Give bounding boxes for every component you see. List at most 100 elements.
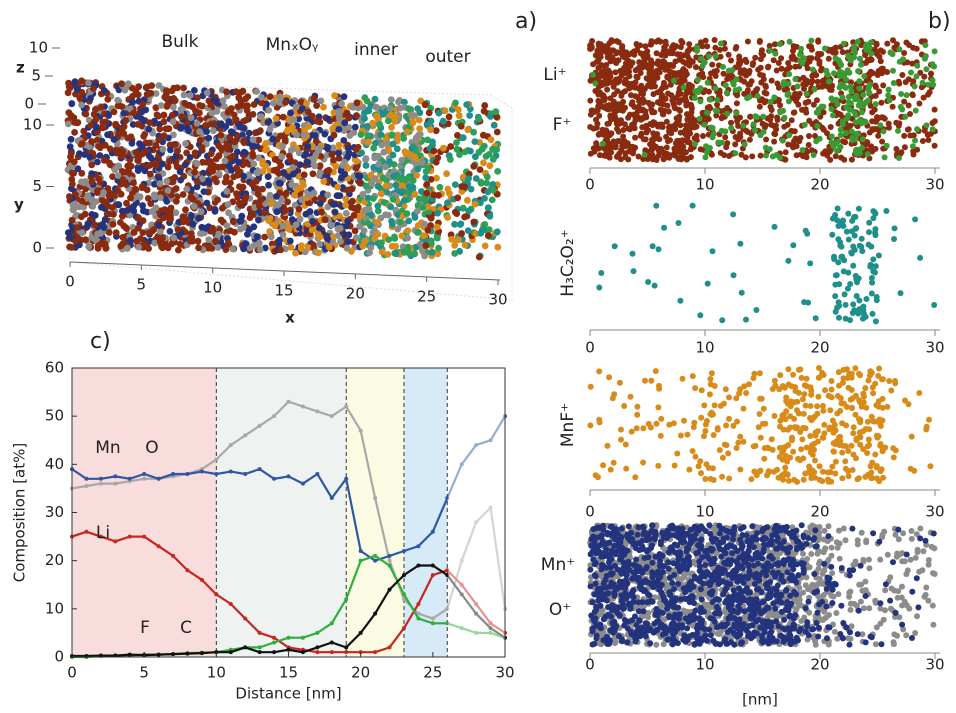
ion-dot	[698, 146, 704, 152]
atom-dot	[405, 218, 412, 225]
atom-dot	[190, 221, 197, 228]
ion-dot	[861, 73, 867, 79]
ion-dot	[770, 386, 776, 392]
ion-dot	[632, 135, 638, 141]
atom-dot	[198, 208, 205, 215]
ion-dot	[833, 97, 839, 103]
ion-dot	[868, 51, 874, 57]
atom-dot	[287, 238, 294, 245]
ion-dot	[829, 464, 835, 470]
ion-dot	[763, 137, 769, 143]
atom-dot	[104, 131, 111, 138]
atom-dot	[464, 197, 471, 204]
atom-dot	[124, 207, 131, 214]
ion-dot	[849, 387, 855, 393]
ion-dot	[836, 383, 842, 389]
ion-dot	[724, 140, 730, 146]
ion-dot	[728, 125, 734, 131]
ion-dot	[839, 94, 845, 100]
atom-dot	[196, 110, 203, 117]
ion-dot	[688, 119, 694, 125]
atom-dot	[410, 119, 417, 126]
atom-dot	[163, 125, 170, 132]
ion-dot	[678, 433, 684, 439]
ion-dot	[680, 40, 686, 46]
ion-dot	[772, 224, 778, 230]
ion-dot	[831, 254, 837, 260]
ion-dot	[778, 55, 784, 61]
atom-dot	[250, 161, 257, 168]
atom-dot	[491, 122, 498, 129]
ion-dot	[674, 95, 680, 101]
atom-dot	[134, 215, 141, 222]
ion-dot	[745, 39, 751, 45]
atom-dot	[74, 224, 81, 231]
ion-dot	[656, 246, 662, 252]
ion-dot	[592, 81, 598, 87]
atom-dot	[169, 112, 176, 119]
ion-dot	[674, 115, 680, 121]
atom-dot	[120, 234, 127, 241]
ion-dot	[709, 62, 715, 68]
ion-dot	[840, 49, 846, 55]
atom-dot	[404, 128, 411, 135]
atom-dot	[262, 147, 269, 154]
atom-dot	[145, 245, 152, 252]
ion-dot	[866, 378, 872, 384]
ion-dot	[848, 250, 854, 256]
ion-dot	[924, 122, 930, 128]
ion-dot	[710, 125, 716, 131]
atom-dot	[240, 184, 247, 191]
ion-dot	[783, 149, 789, 155]
ion-dot	[703, 38, 709, 44]
atom-dot	[324, 192, 331, 199]
atom-dot	[385, 251, 392, 258]
ion-dot	[748, 476, 754, 482]
ion-dot	[681, 418, 687, 424]
atom-dot	[355, 172, 362, 179]
ion-dot	[879, 66, 885, 72]
ion-dot	[640, 115, 646, 121]
ion-dot	[671, 420, 677, 426]
ion-dot	[758, 468, 764, 474]
ion-dot	[791, 110, 797, 116]
axis-line	[70, 262, 500, 280]
ion-dot	[690, 203, 696, 209]
ion-dot	[734, 100, 740, 106]
ion-dot	[810, 415, 816, 421]
atom-dot	[361, 115, 368, 122]
ion-dot	[618, 117, 624, 123]
ion-dot	[723, 82, 729, 88]
ion-dot	[815, 51, 821, 57]
atom-dot	[388, 96, 395, 103]
ion-dot	[851, 54, 857, 60]
ion-dot	[648, 147, 654, 153]
ion-dot	[845, 286, 851, 292]
ion-dot	[886, 125, 892, 131]
atom-dot	[425, 165, 432, 172]
atom-dot	[146, 229, 153, 236]
atom-dot	[215, 231, 222, 238]
atom-dot	[279, 197, 286, 204]
ion-dot	[883, 208, 889, 214]
ion-dot	[790, 372, 796, 378]
atom-dot	[99, 221, 106, 228]
atom-dot	[265, 119, 272, 126]
atom-dot	[171, 174, 178, 181]
atom-dot	[135, 157, 142, 164]
ion-dot	[785, 258, 791, 264]
ion-dot	[804, 91, 810, 97]
ion-dot	[884, 143, 890, 149]
ion-dot	[679, 147, 685, 153]
ion-dot	[707, 391, 713, 397]
ion-dot	[859, 109, 865, 115]
ion-dot	[931, 302, 937, 308]
atom-dot	[337, 225, 344, 232]
ion-dot	[726, 476, 732, 482]
atom-dot	[111, 136, 118, 143]
ion-dot	[853, 119, 859, 125]
ion-dot	[707, 376, 713, 382]
ion-dot	[758, 435, 764, 441]
atom-dot	[125, 167, 132, 174]
ion-dot	[665, 103, 671, 109]
